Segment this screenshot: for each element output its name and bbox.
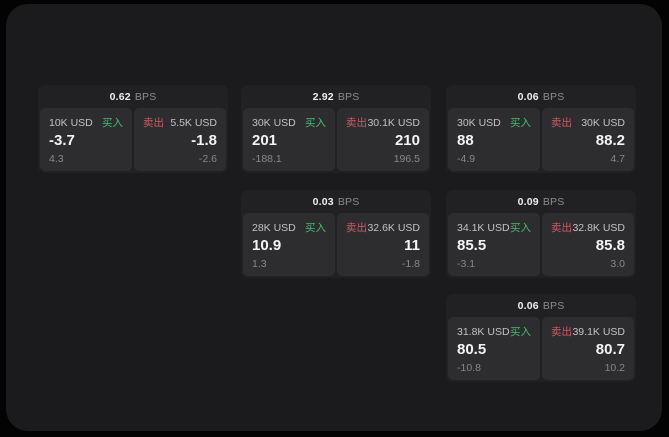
buy-value: 85.5	[457, 237, 487, 255]
buy-sub-value: -3.1	[457, 258, 476, 270]
buy-cell[interactable]: 34.1K USD 买入 85.5 -3.1	[448, 213, 540, 276]
buy-value: 10.9	[252, 237, 282, 255]
sell-tag: 卖出	[346, 117, 367, 129]
quote-card-2: 2.92 BPS 30K USD 买入 201 -188.1 卖出 30.1K …	[241, 85, 431, 173]
buy-amount: 34.1K USD	[457, 221, 510, 234]
buy-amount: 30K USD	[457, 116, 501, 129]
buy-tag: 买入	[510, 222, 531, 234]
sell-tag: 卖出	[346, 222, 367, 234]
bps-value: 0.62	[109, 90, 131, 103]
bps-unit-label: BPS	[542, 90, 565, 103]
sell-value: 11	[404, 237, 420, 255]
sell-amount: 30K USD	[581, 116, 625, 129]
card-header: 0.62 BPS	[38, 85, 228, 108]
buy-sub-value: -188.1	[252, 153, 282, 165]
card-header: 0.03 BPS	[241, 190, 431, 213]
quote-card-1: 0.62 BPS 10K USD 买入 -3.7 4.3 卖出 5.5K USD…	[38, 85, 228, 173]
buy-tag: 买入	[102, 117, 123, 129]
sell-cell[interactable]: 卖出 32.8K USD 85.8 3.0	[542, 213, 634, 276]
buy-cell[interactable]: 31.8K USD 买入 80.5 -10.8	[448, 317, 540, 380]
sell-amount: 32.8K USD	[572, 221, 625, 234]
bps-value: 0.06	[517, 299, 539, 312]
sell-tag: 卖出	[551, 222, 572, 234]
buy-amount: 28K USD	[252, 221, 296, 234]
main-panel: 0.62 BPS 10K USD 买入 -3.7 4.3 卖出 5.5K USD…	[6, 4, 662, 431]
buy-value: 88	[457, 132, 474, 150]
sell-cell[interactable]: 卖出 32.6K USD 11 -1.8	[337, 213, 429, 276]
buy-tag: 买入	[510, 117, 531, 129]
quote-card-5: 0.09 BPS 34.1K USD 买入 85.5 -3.1 卖出 32.8K…	[446, 190, 636, 278]
buy-value: 80.5	[457, 341, 487, 359]
bps-value: 0.09	[517, 195, 539, 208]
buy-sub-value: 1.3	[252, 258, 267, 270]
quote-card-6: 0.06 BPS 31.8K USD 买入 80.5 -10.8 卖出 39.1…	[446, 294, 636, 382]
sell-tag: 卖出	[143, 117, 164, 129]
sell-cell[interactable]: 卖出 5.5K USD -1.8 -2.6	[134, 108, 226, 171]
sell-sub-value: 4.7	[610, 153, 625, 165]
buy-tag: 买入	[305, 222, 326, 234]
sell-value: -1.8	[191, 132, 217, 150]
bps-unit-label: BPS	[542, 195, 565, 208]
sell-cell[interactable]: 卖出 30K USD 88.2 4.7	[542, 108, 634, 171]
sell-amount: 5.5K USD	[170, 116, 217, 129]
sell-sub-value: 3.0	[610, 258, 625, 270]
buy-sub-value: -10.8	[457, 362, 481, 374]
buy-cell[interactable]: 30K USD 买入 201 -188.1	[243, 108, 335, 171]
sell-value: 85.8	[595, 237, 625, 255]
card-header: 0.06 BPS	[446, 294, 636, 317]
buy-amount: 30K USD	[252, 116, 296, 129]
buy-value: -3.7	[49, 132, 75, 150]
bps-value: 0.03	[312, 195, 334, 208]
sell-amount: 30.1K USD	[367, 116, 420, 129]
buy-sub-value: -4.9	[457, 153, 476, 165]
sell-sub-value: 10.2	[604, 362, 625, 374]
bps-unit-label: BPS	[337, 90, 360, 103]
card-header: 0.06 BPS	[446, 85, 636, 108]
buy-amount: 10K USD	[49, 116, 93, 129]
sell-sub-value: 196.5	[393, 153, 420, 165]
buy-sub-value: 4.3	[49, 153, 64, 165]
sell-tag: 卖出	[551, 117, 572, 129]
card-header: 0.09 BPS	[446, 190, 636, 213]
bps-value: 0.06	[517, 90, 539, 103]
sell-cell[interactable]: 卖出 39.1K USD 80.7 10.2	[542, 317, 634, 380]
sell-sub-value: -2.6	[198, 153, 217, 165]
sell-tag: 卖出	[551, 326, 572, 338]
buy-cell[interactable]: 30K USD 买入 88 -4.9	[448, 108, 540, 171]
sell-sub-value: -1.8	[401, 258, 420, 270]
quote-card-4: 0.03 BPS 28K USD 买入 10.9 1.3 卖出 32.6K US…	[241, 190, 431, 278]
buy-cell[interactable]: 10K USD 买入 -3.7 4.3	[40, 108, 132, 171]
card-header: 2.92 BPS	[241, 85, 431, 108]
buy-amount: 31.8K USD	[457, 325, 510, 338]
sell-value: 80.7	[595, 341, 625, 359]
sell-value: 88.2	[595, 132, 625, 150]
buy-cell[interactable]: 28K USD 买入 10.9 1.3	[243, 213, 335, 276]
sell-cell[interactable]: 卖出 30.1K USD 210 196.5	[337, 108, 429, 171]
bps-unit-label: BPS	[134, 90, 157, 103]
sell-value: 210	[394, 132, 420, 150]
bps-unit-label: BPS	[337, 195, 360, 208]
buy-tag: 买入	[510, 326, 531, 338]
sell-amount: 32.6K USD	[367, 221, 420, 234]
quote-card-3: 0.06 BPS 30K USD 买入 88 -4.9 卖出 30K USD 8…	[446, 85, 636, 173]
bps-value: 2.92	[312, 90, 334, 103]
sell-amount: 39.1K USD	[572, 325, 625, 338]
bps-unit-label: BPS	[542, 299, 565, 312]
buy-tag: 买入	[305, 117, 326, 129]
buy-value: 201	[252, 132, 278, 150]
